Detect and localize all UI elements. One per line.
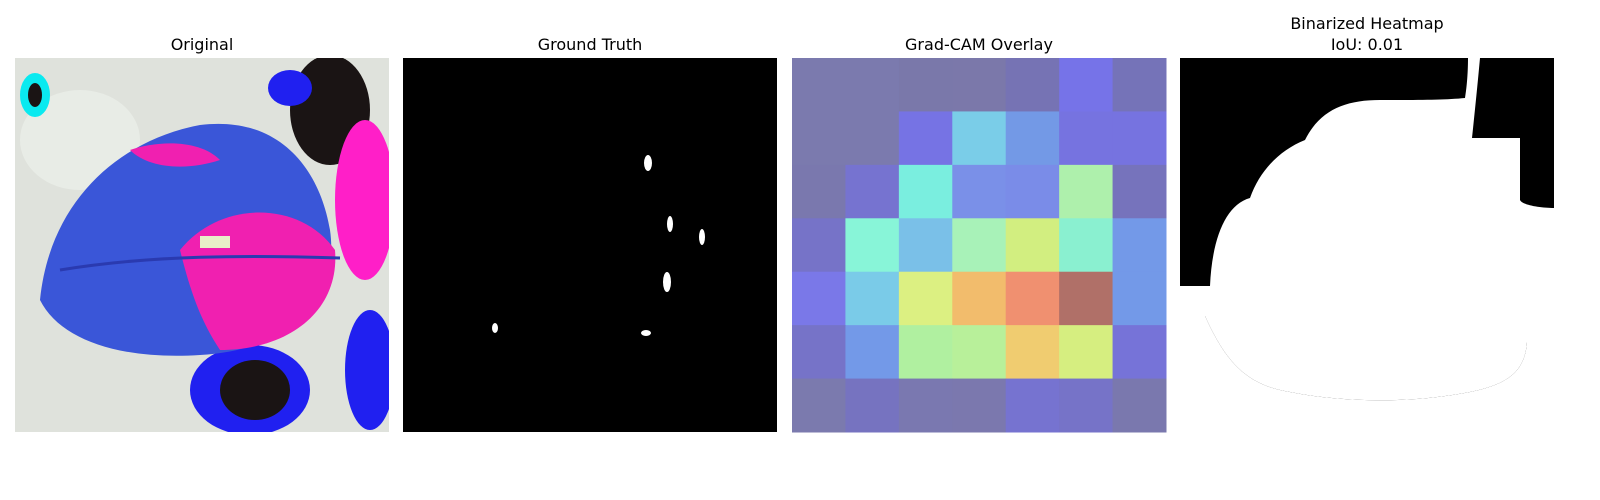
heatmap-cell — [898, 325, 953, 380]
heatmap-cell — [792, 58, 846, 112]
heatmap-cell — [845, 58, 900, 112]
heatmap-cell — [898, 111, 953, 166]
heatmap-cell — [1005, 164, 1060, 219]
heatmap-cell — [1112, 58, 1167, 112]
heatmap-cell — [845, 378, 900, 433]
heatmap-cell — [1059, 325, 1114, 380]
heatmap-cell — [1112, 164, 1167, 219]
heatmap-cell — [952, 325, 1007, 380]
heatmap-cell — [1005, 218, 1060, 273]
heatmap-cell — [1059, 378, 1114, 433]
heatmap-cell — [1059, 218, 1114, 273]
heatmap-cell — [792, 164, 846, 219]
heatmap-cell — [1005, 271, 1060, 326]
heatmap-cell — [952, 164, 1007, 219]
heatmap-cell — [1112, 325, 1167, 380]
heatmap-cell — [1059, 164, 1114, 219]
heatmap-cell — [952, 58, 1007, 112]
heatmap-cell — [952, 378, 1007, 433]
heatmap-cell — [1112, 271, 1167, 326]
heatmap-cell — [1112, 378, 1167, 433]
heatmap-cell — [845, 271, 900, 326]
heatmap-cell — [898, 164, 953, 219]
heatmap-cell — [845, 218, 900, 273]
original-image — [15, 58, 389, 432]
heatmap-cell — [1059, 271, 1114, 326]
heatmap-cell — [1059, 58, 1114, 112]
heatmap-cell — [1112, 218, 1167, 273]
heatmap-cell — [845, 111, 900, 166]
heatmap-cell — [792, 218, 846, 273]
panel-title: Ground Truth — [538, 35, 643, 54]
heatmap-cell — [1005, 58, 1060, 112]
heatmap-cell — [1112, 111, 1167, 166]
binarized-mask — [1180, 58, 1554, 432]
heatmap-cell — [952, 111, 1007, 166]
heatmap-cell — [952, 218, 1007, 273]
heatmap-cell — [1059, 111, 1114, 166]
heatmap-cell — [898, 218, 953, 273]
panel-title: Original — [171, 35, 234, 54]
heatmap-cell — [898, 271, 953, 326]
panel-subtitle: IoU: 0.01 — [1331, 35, 1403, 54]
heatmap-cell — [952, 271, 1007, 326]
ground-truth-mask — [403, 58, 777, 432]
heatmap-cell — [792, 325, 846, 380]
panel-title: Grad-CAM Overlay — [905, 35, 1053, 54]
heatmap-cell — [845, 164, 900, 219]
heatmap-cell — [898, 378, 953, 433]
heatmap-cell — [792, 271, 846, 326]
heatmap-cell — [845, 325, 900, 380]
gradcam-overlay — [792, 58, 1167, 433]
heatmap-cell — [898, 58, 953, 112]
panel-title: Binarized Heatmap — [1290, 14, 1443, 33]
heatmap-cell — [792, 378, 846, 433]
heatmap-cell — [1005, 325, 1060, 380]
heatmap-cell — [792, 111, 846, 166]
heatmap-cell — [1005, 111, 1060, 166]
heatmap-cell — [1005, 378, 1060, 433]
